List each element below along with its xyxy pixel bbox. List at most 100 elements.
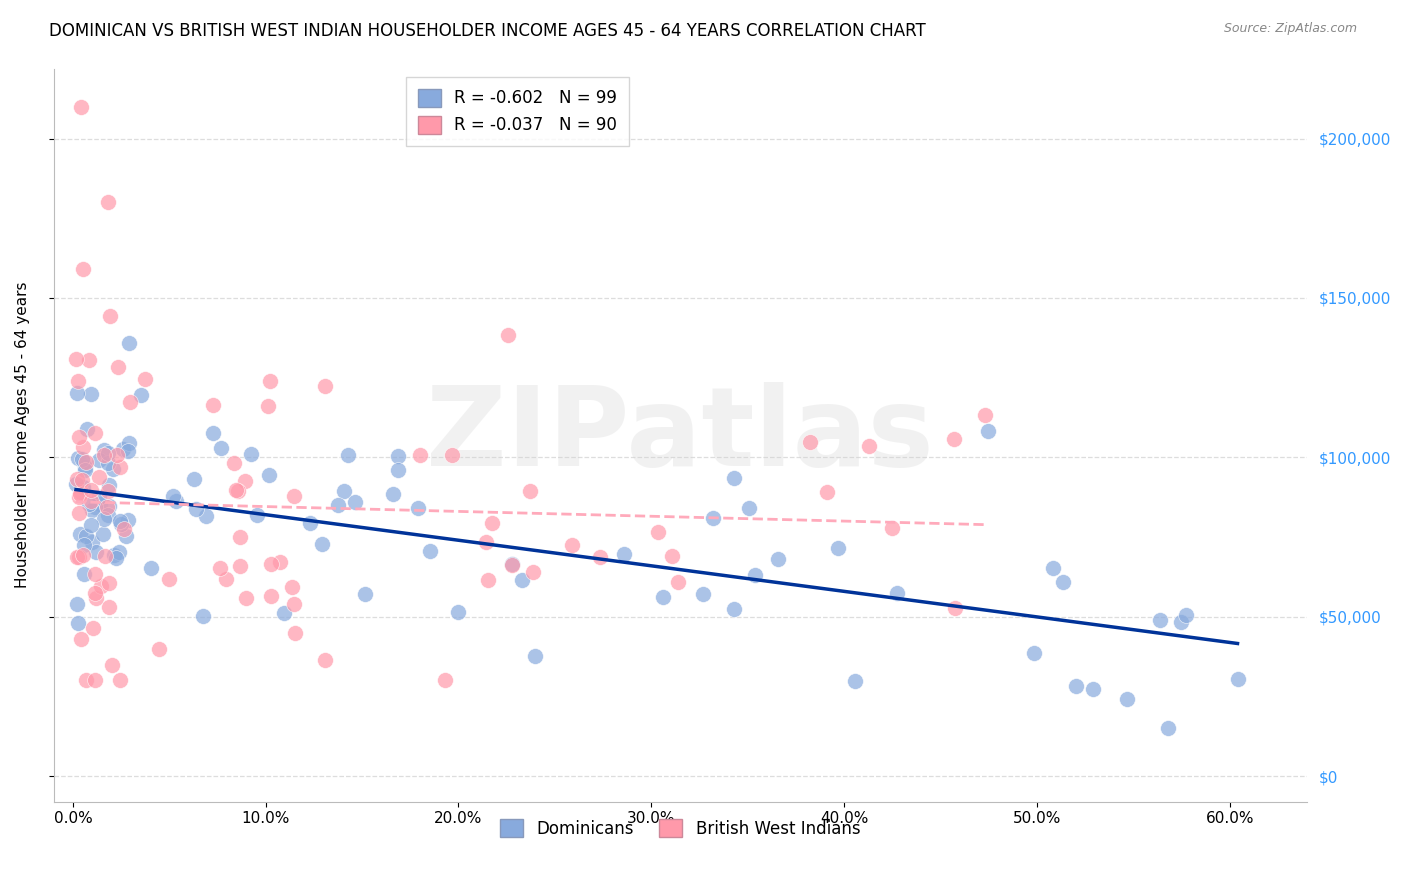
Point (344, 494, 367, 508)
Point (84, 500, 107, 515)
Point (129, 388, 152, 402)
Point (80, 387, 103, 401)
Point (87, 470, 110, 484)
Point (79, 497, 101, 511)
Point (67, 430, 90, 444)
Point (844, 673, 866, 688)
Point (83, 566, 105, 581)
Point (314, 653, 336, 667)
Point (97, 499, 120, 513)
Point (104, 551, 127, 566)
Point (89, 497, 111, 511)
Point (83, 426, 105, 441)
Point (101, 658, 124, 673)
Point (1156, 721, 1178, 735)
Point (337, 448, 360, 462)
Text: DOMINICAN VS BRITISH WEST INDIAN HOUSEHOLDER INCOME AGES 45 - 64 YEARS CORRELATI: DOMINICAN VS BRITISH WEST INDIAN HOUSEHO… (49, 22, 927, 40)
Point (79, 483, 101, 497)
Point (311, 537, 333, 551)
Point (157, 573, 180, 587)
Point (281, 580, 304, 594)
Point (419, 544, 441, 558)
Point (66, 374, 89, 388)
Point (118, 336, 141, 351)
Point (283, 598, 305, 612)
Point (76, 421, 98, 435)
Point (702, 511, 724, 525)
Point (75, 673, 97, 688)
Point (66, 549, 89, 564)
Point (269, 555, 291, 569)
Point (87, 453, 110, 467)
Point (1115, 692, 1137, 706)
Point (80, 494, 103, 508)
Point (165, 494, 187, 508)
Point (260, 557, 283, 571)
Point (1022, 646, 1045, 660)
Point (501, 558, 523, 572)
Point (97, 508, 120, 523)
Point (882, 521, 904, 535)
Point (284, 625, 307, 640)
Point (229, 530, 252, 544)
Point (666, 574, 689, 589)
Point (75, 455, 97, 469)
Point (65, 352, 87, 367)
Point (406, 501, 429, 516)
Point (94, 549, 117, 563)
Point (496, 328, 519, 343)
Point (273, 607, 295, 621)
Point (475, 535, 498, 549)
Point (84, 673, 107, 688)
Point (226, 484, 249, 499)
Point (69, 527, 91, 541)
Point (97, 575, 120, 590)
Y-axis label: Householder Income Ages 45 - 64 years: Householder Income Ages 45 - 64 years (15, 282, 30, 589)
Point (433, 673, 456, 688)
Point (314, 379, 336, 393)
Point (89, 490, 111, 504)
Point (215, 572, 238, 586)
Point (387, 463, 409, 477)
Point (114, 529, 136, 543)
Point (209, 441, 232, 455)
Point (523, 648, 546, 663)
Point (91, 527, 114, 541)
Point (1042, 561, 1064, 575)
Point (75, 529, 97, 543)
Point (96, 500, 118, 514)
Point (105, 448, 128, 462)
Point (1149, 613, 1171, 627)
Point (73, 463, 96, 477)
Point (118, 436, 141, 450)
Point (66, 597, 89, 611)
Point (77, 353, 100, 368)
Point (381, 487, 404, 501)
Point (501, 558, 523, 572)
Point (257, 468, 280, 483)
Point (1175, 607, 1198, 622)
Point (107, 359, 129, 374)
Point (827, 541, 849, 556)
Point (1064, 679, 1087, 693)
Text: ZIPatlas: ZIPatlas (426, 382, 934, 489)
Point (118, 395, 141, 409)
Point (67, 491, 90, 505)
Point (75, 460, 97, 475)
Point (1052, 574, 1074, 589)
Point (97, 195, 120, 210)
Point (110, 516, 132, 531)
Point (82, 621, 104, 635)
Point (93, 443, 115, 458)
Point (510, 573, 533, 587)
Point (738, 500, 761, 515)
Point (72, 440, 94, 454)
Point (235, 591, 257, 605)
Point (148, 641, 170, 656)
Point (66, 386, 89, 401)
Point (353, 586, 375, 600)
Point (72, 480, 94, 494)
Point (67, 615, 90, 630)
Point (80, 517, 103, 532)
Point (84, 586, 107, 600)
